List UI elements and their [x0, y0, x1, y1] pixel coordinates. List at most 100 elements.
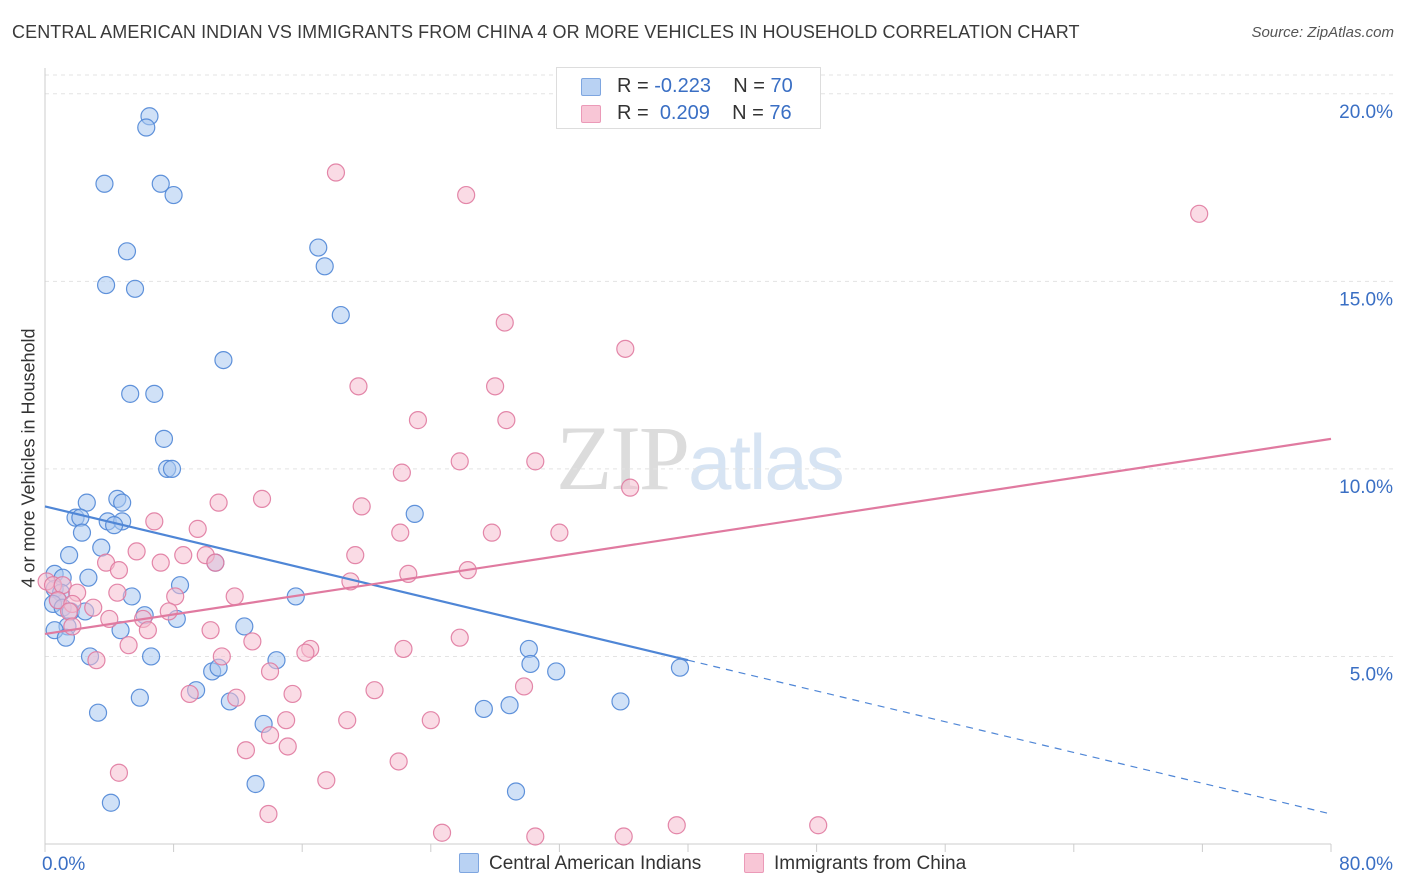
data-point [60, 546, 79, 565]
data-point [95, 174, 114, 193]
data-point [162, 459, 182, 478]
trend-line-dashed [687, 659, 1332, 815]
data-point [214, 350, 233, 370]
legend-swatch-pink [581, 105, 601, 123]
bottom-legend-label: Central American Indians [489, 853, 702, 874]
data-point [235, 617, 254, 636]
data-point [77, 493, 96, 512]
data-point [209, 493, 228, 512]
data-point [138, 621, 157, 640]
data-point [497, 411, 516, 430]
bottom-legend-swatch-blue [459, 853, 479, 873]
data-point [474, 699, 493, 719]
data-point [225, 587, 244, 606]
tick-labels: 5.0% 10.0% 15.0% 20.0% 0.0% 80.0% [42, 102, 1393, 875]
data-point [338, 711, 357, 730]
data-point [260, 726, 280, 745]
data-point [79, 568, 98, 587]
data-point [174, 546, 193, 565]
data-point [1190, 204, 1209, 223]
legend-r-value: -0.223 [654, 75, 711, 97]
data-point [346, 546, 365, 565]
data-point [500, 696, 519, 715]
data-point [151, 174, 170, 193]
data-point [119, 636, 138, 655]
legend-n-value: 76 [769, 102, 792, 124]
data-point [113, 493, 132, 512]
series-immigrants-from-china [37, 163, 1209, 846]
data-point [84, 598, 103, 617]
data-point [365, 681, 384, 700]
legend-n-value: 70 [770, 75, 793, 97]
y-tick-label: 20.0% [1339, 102, 1393, 123]
grid-lines [45, 74, 1394, 657]
data-point [92, 538, 111, 557]
data-point [432, 823, 452, 842]
data-point [389, 752, 408, 771]
data-point [166, 587, 185, 606]
data-point [547, 662, 566, 681]
data-point [108, 583, 127, 602]
correlation-legend: R = -0.223 N = 70 R = 0.209 N = 76 [556, 67, 821, 129]
data-point [317, 771, 336, 790]
chart-source: Source: ZipAtlas.com [1251, 24, 1394, 41]
data-point [72, 523, 92, 542]
data-point [521, 654, 540, 674]
chart-title: CENTRAL AMERICAN INDIAN VS IMMIGRANTS FR… [12, 22, 1080, 42]
x-tick-label-max: 80.0% [1339, 854, 1393, 875]
data-point [145, 384, 164, 403]
y-tick-label: 10.0% [1339, 477, 1393, 498]
data-point [109, 763, 129, 782]
data-point [450, 452, 469, 471]
data-point [670, 658, 690, 677]
data-point [121, 384, 140, 403]
data-point [392, 463, 411, 482]
bottom-legend-label: Immigrants from China [774, 853, 967, 874]
data-point [667, 816, 686, 835]
axes [44, 68, 1332, 852]
watermark-atlas: atlas [688, 418, 845, 506]
data-point [349, 377, 368, 396]
data-point [277, 711, 296, 730]
data-point [252, 489, 272, 508]
legend-r-value: 0.209 [659, 102, 710, 124]
trend-line-solid [44, 437, 1332, 636]
data-point [71, 508, 90, 527]
data-point [145, 512, 164, 531]
data-point [259, 804, 278, 824]
x-tick-label-min: 0.0% [42, 854, 85, 875]
data-point [63, 617, 82, 636]
data-point [141, 647, 161, 666]
data-point [260, 662, 280, 681]
data-point [519, 639, 538, 659]
data-point [331, 305, 350, 325]
data-point [611, 692, 630, 711]
data-point [309, 238, 328, 257]
data-point [117, 242, 137, 261]
data-point [614, 827, 633, 846]
legend-swatch-blue [581, 78, 601, 96]
legend-r-label: R = [617, 75, 649, 97]
data-point [326, 163, 346, 182]
data-point [151, 553, 170, 572]
data-point [87, 651, 106, 670]
data-point [96, 275, 116, 295]
data-point [391, 523, 410, 542]
data-point [405, 504, 424, 523]
data-point [243, 632, 262, 651]
data-point [180, 684, 199, 704]
data-point [88, 703, 108, 722]
series-central-american-indians [43, 107, 690, 812]
data-point [101, 793, 121, 812]
data-point [109, 561, 129, 580]
data-point [526, 827, 545, 846]
data-point [130, 688, 149, 707]
legend-n-label: N = [732, 102, 764, 124]
data-point [809, 816, 828, 835]
y-tick-label: 15.0% [1339, 289, 1393, 310]
data-point [352, 497, 371, 516]
data-point [394, 639, 413, 659]
data-point [457, 185, 476, 205]
data-point [616, 339, 635, 358]
data-point [486, 377, 505, 396]
